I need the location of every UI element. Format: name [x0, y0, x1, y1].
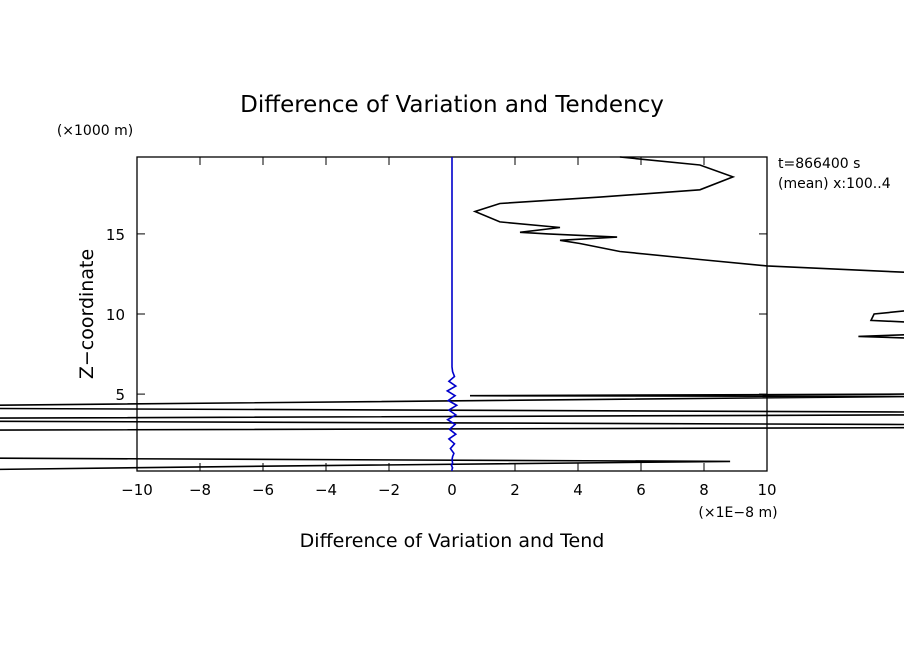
- series-line: [445, 157, 459, 471]
- x-tick-label: −6: [252, 481, 274, 499]
- x-tick-label: −8: [189, 481, 211, 499]
- x-tick-label: 6: [636, 481, 646, 499]
- chart-title: Difference of Variation and Tendency: [240, 92, 664, 118]
- annotation: (mean) x:100..4: [778, 176, 891, 192]
- y-tick-label: 15: [106, 226, 125, 244]
- x-tick-label: −10: [121, 481, 153, 499]
- series-line: [0, 156, 904, 471]
- x-tick-label: 8: [699, 481, 709, 499]
- x-tick-label: 2: [510, 481, 520, 499]
- x-tick-label: −2: [378, 481, 400, 499]
- x-tick-label: 0: [447, 481, 457, 499]
- y-axis-label: Z−coordinate: [76, 249, 98, 379]
- y-unit: (×1000 m): [57, 123, 133, 139]
- x-axis-label: Difference of Variation and Tend: [300, 530, 605, 552]
- y-tick-label: 5: [115, 386, 125, 404]
- annotation: t=866400 s: [778, 156, 860, 172]
- x-unit: (×1E−8 m): [698, 505, 777, 521]
- y-tick-label: 10: [106, 306, 125, 324]
- x-tick-label: −4: [315, 481, 337, 499]
- x-tick-label: 10: [757, 481, 776, 499]
- x-tick-label: 4: [573, 481, 583, 499]
